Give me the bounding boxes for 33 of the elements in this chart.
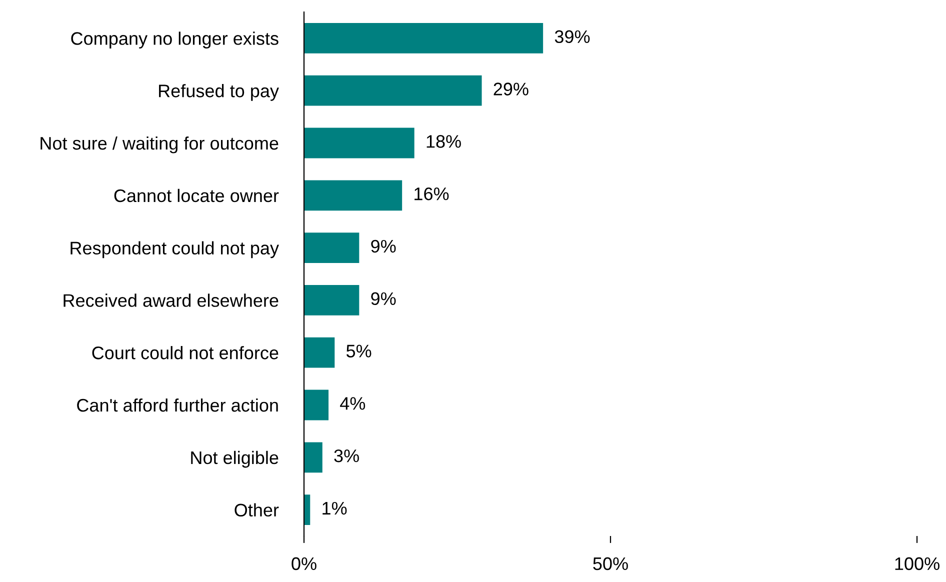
data-label: 1% [322,502,347,515]
bar [304,390,329,420]
x-tick-label: 0% [292,557,316,570]
x-tick-label: 100% [895,557,940,570]
data-label: 9% [371,292,396,306]
y-tick-label: Other [234,503,279,517]
data-label: 3% [334,449,359,462]
data-label: 16% [414,187,449,200]
y-tick-label: Not eligible [191,450,278,468]
bar [304,285,360,316]
y-tick-label: Cannot locate owner [114,188,279,202]
data-label: 9% [371,240,396,253]
data-label: 29% [494,82,528,96]
data-label: 18% [426,135,461,148]
bar [304,442,322,473]
y-tick-label: Not sure / waiting for outcome [40,136,278,154]
bar [304,23,544,54]
bar [304,337,335,368]
bar [304,180,402,211]
bar [304,128,414,158]
y-tick-label: Company no longer exists [71,32,278,48]
bar [304,232,360,263]
y-tick-label: Refused to pay [159,84,279,101]
y-tick-label: Court could not enforce [92,346,278,360]
bar [304,75,482,106]
bar [304,494,310,525]
x-tick-label: 50% [593,557,628,570]
y-tick-label: Respondent could not pay [70,241,279,258]
y-tick-label: Received award elsewhere [64,294,278,307]
data-label: 5% [346,344,372,358]
y-tick-label: Can't afford further action [77,398,278,412]
data-label: 39% [554,30,590,44]
data-label: 4% [340,397,366,410]
